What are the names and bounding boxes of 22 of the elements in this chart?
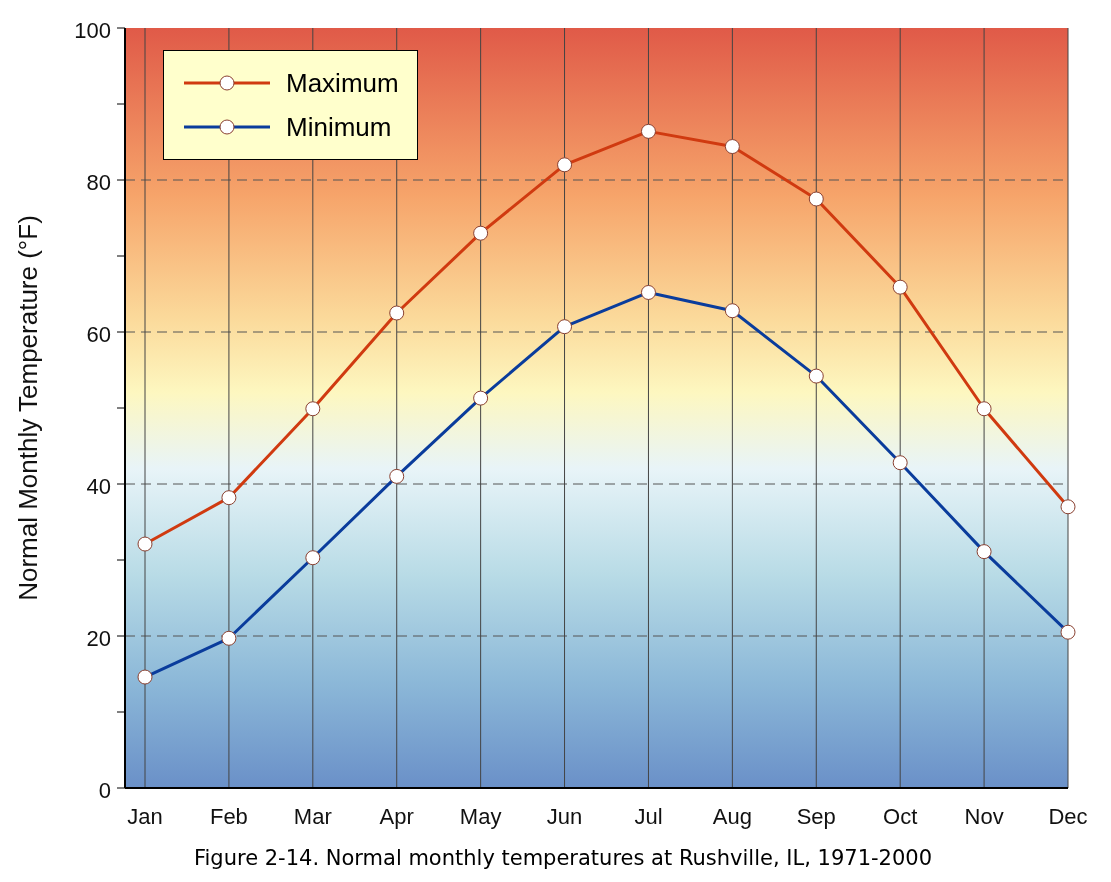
y-axis-title: Normal Monthly Temperature (°F) bbox=[13, 215, 44, 601]
x-tick-label: Feb bbox=[209, 803, 248, 829]
x-tick-label: Dec bbox=[1048, 803, 1088, 829]
y-tick-label: 0 bbox=[98, 777, 111, 803]
x-tick-label: Jan bbox=[127, 803, 163, 829]
x-tick-label: Nov bbox=[964, 803, 1004, 829]
x-tick-label: Sep bbox=[796, 803, 836, 829]
y-tick-label: 60 bbox=[86, 321, 111, 347]
y-tick-label: 80 bbox=[86, 169, 111, 195]
x-tick-label: Oct bbox=[883, 803, 918, 829]
x-tick-label: Jun bbox=[546, 803, 583, 829]
legend-label: Minimum bbox=[286, 111, 392, 143]
legend-label: Maximum bbox=[286, 67, 399, 99]
x-tick-label: Aug bbox=[712, 803, 752, 829]
y-tick-label: 100 bbox=[74, 17, 111, 43]
x-tick-label: Mar bbox=[293, 803, 332, 829]
x-tick-label: Jul bbox=[634, 803, 663, 829]
y-tick-label: 20 bbox=[86, 625, 111, 651]
x-tick-label: Apr bbox=[379, 803, 414, 829]
y-tick-label: 40 bbox=[86, 473, 111, 499]
caption: Figure 2-14. Normal monthly temperatures at Rushville, IL, 1971-2000 bbox=[192, 846, 934, 870]
x-tick-label: May bbox=[459, 803, 502, 829]
